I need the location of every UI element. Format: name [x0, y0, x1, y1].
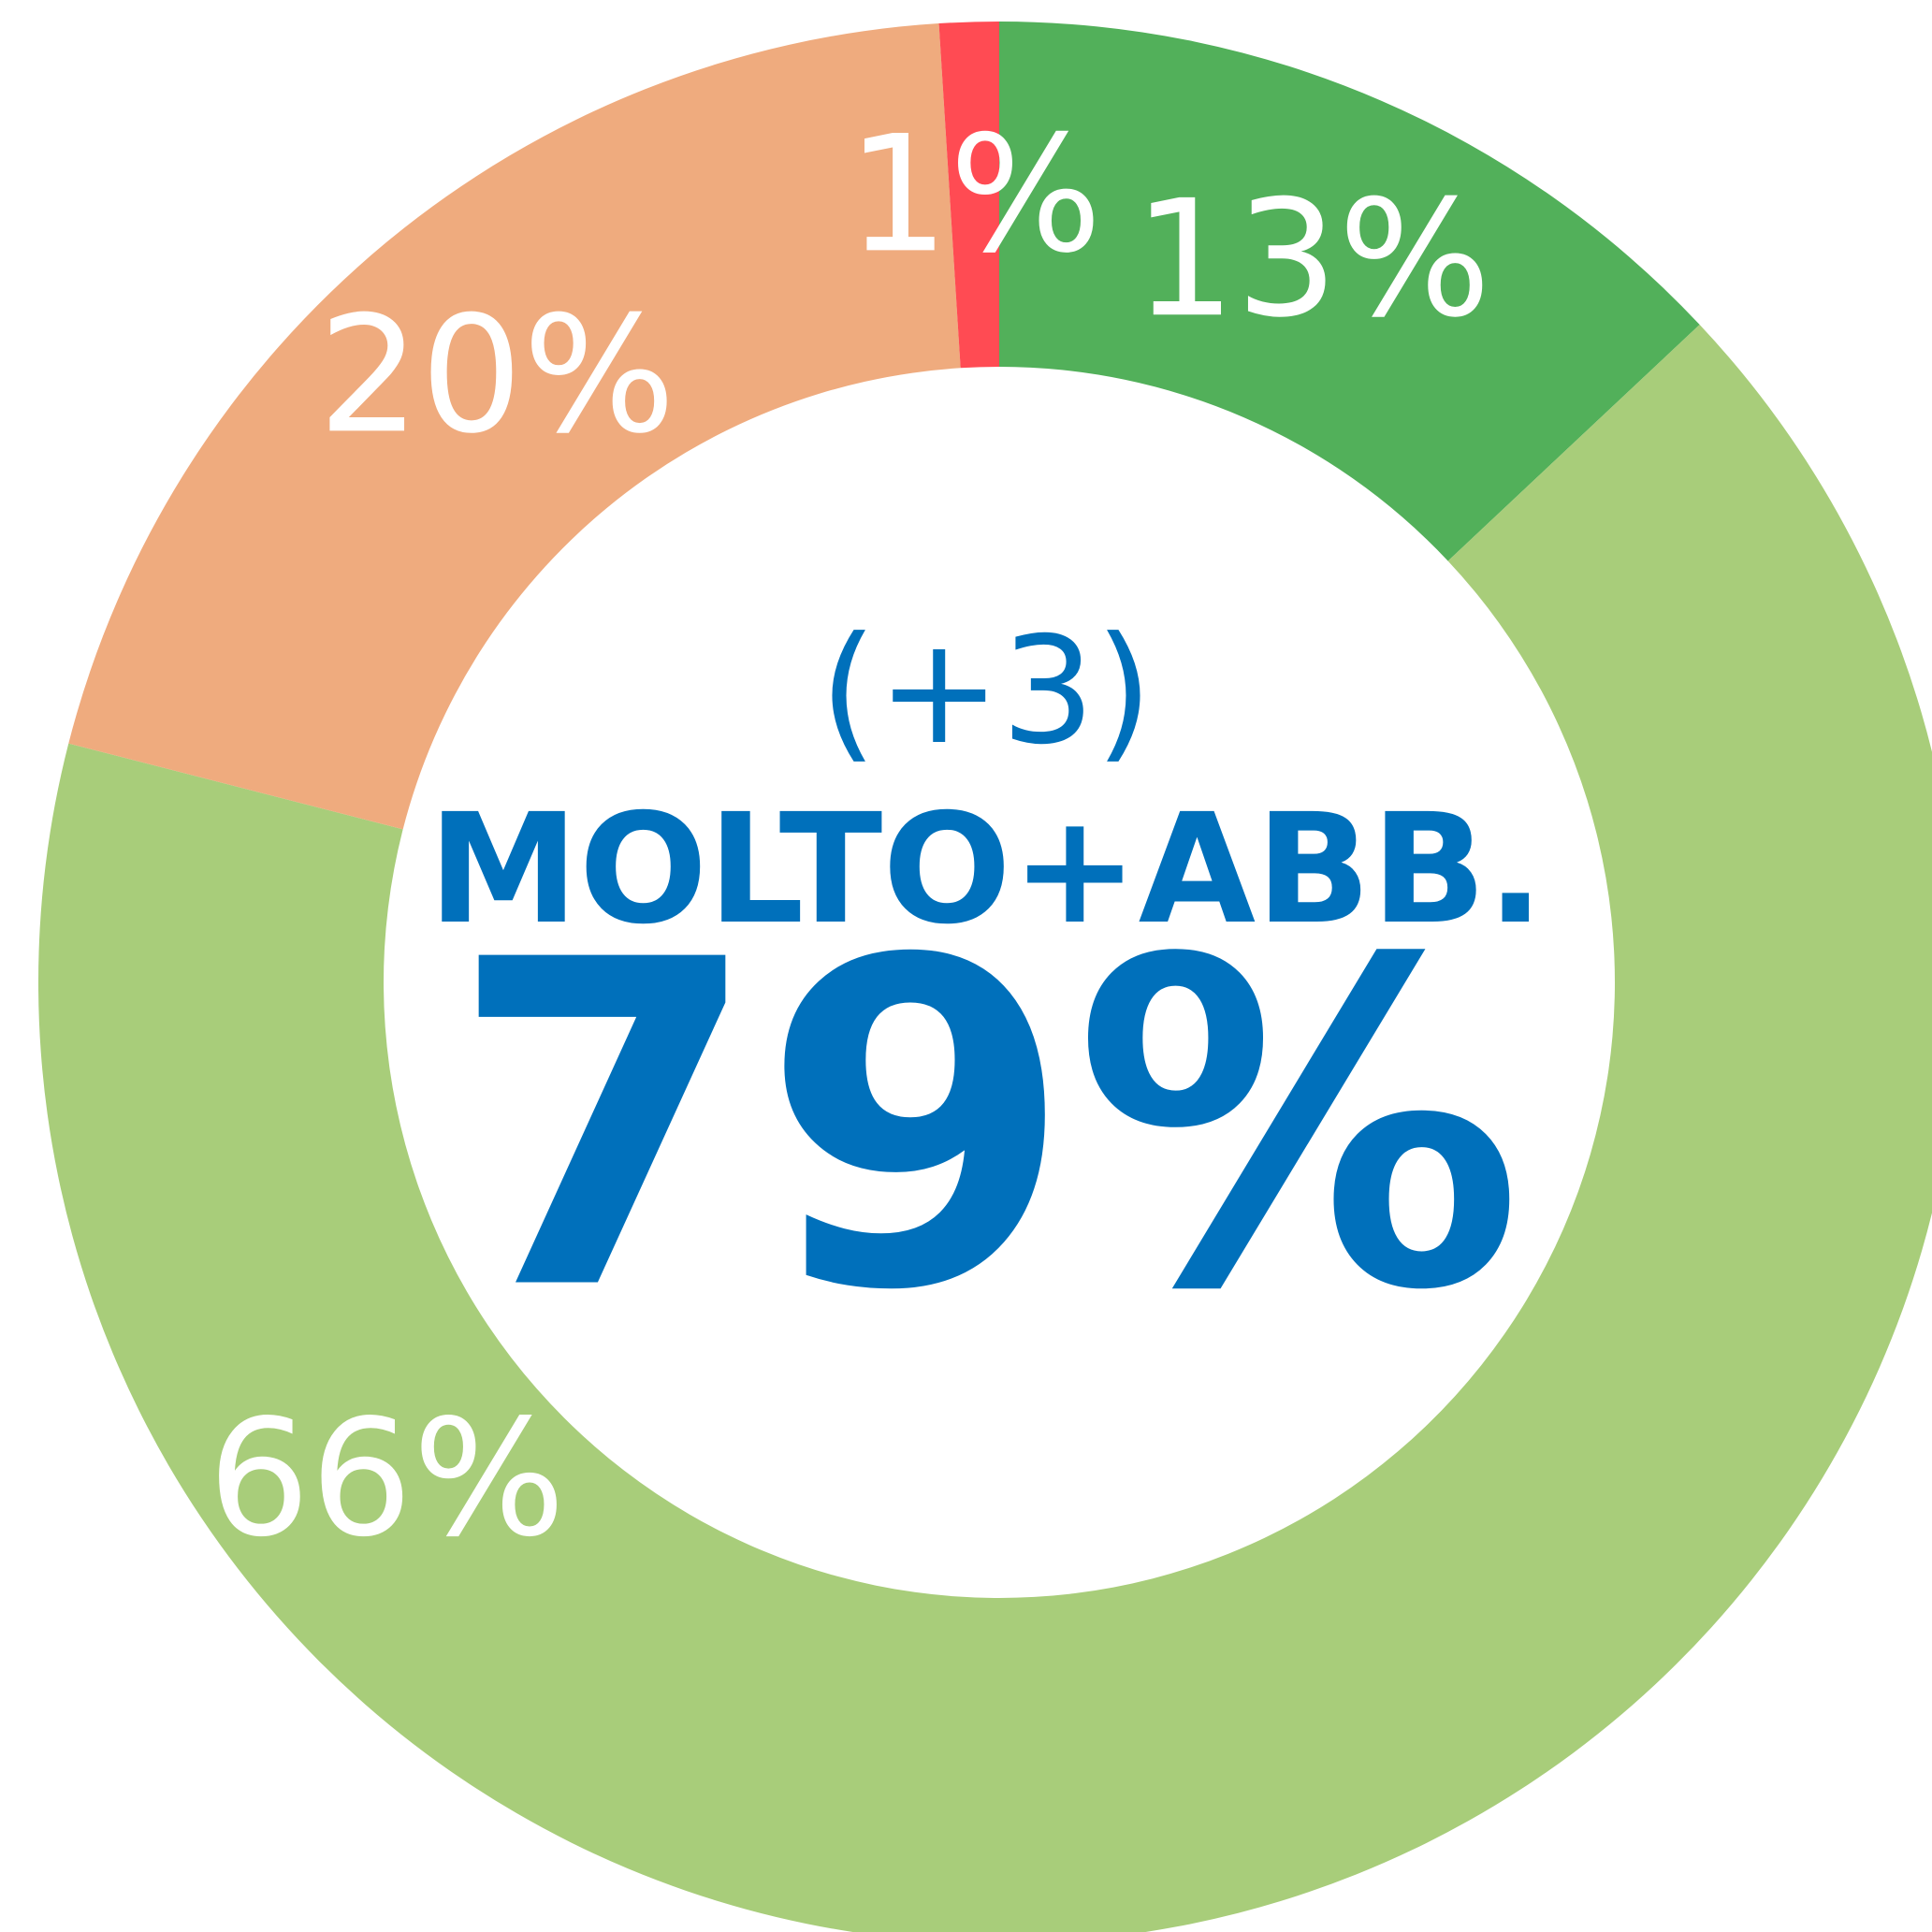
donut-segment [68, 23, 961, 830]
donut-segment [999, 22, 1700, 561]
value-label: 13% [1133, 165, 1490, 353]
value-label: 66% [208, 1385, 565, 1573]
value-label: 20% [318, 281, 675, 469]
center-caption: MOLTO+ABB. [428, 782, 1544, 958]
labels: 13% 66% 20% 1% [208, 100, 1491, 1572]
donut-segment [938, 22, 999, 369]
donut-segment [38, 324, 1932, 1932]
center-value: 79% [449, 866, 1524, 1389]
donut [38, 22, 1932, 1932]
change-label: (+3) [820, 605, 1153, 777]
value-label: 1% [847, 100, 1102, 288]
